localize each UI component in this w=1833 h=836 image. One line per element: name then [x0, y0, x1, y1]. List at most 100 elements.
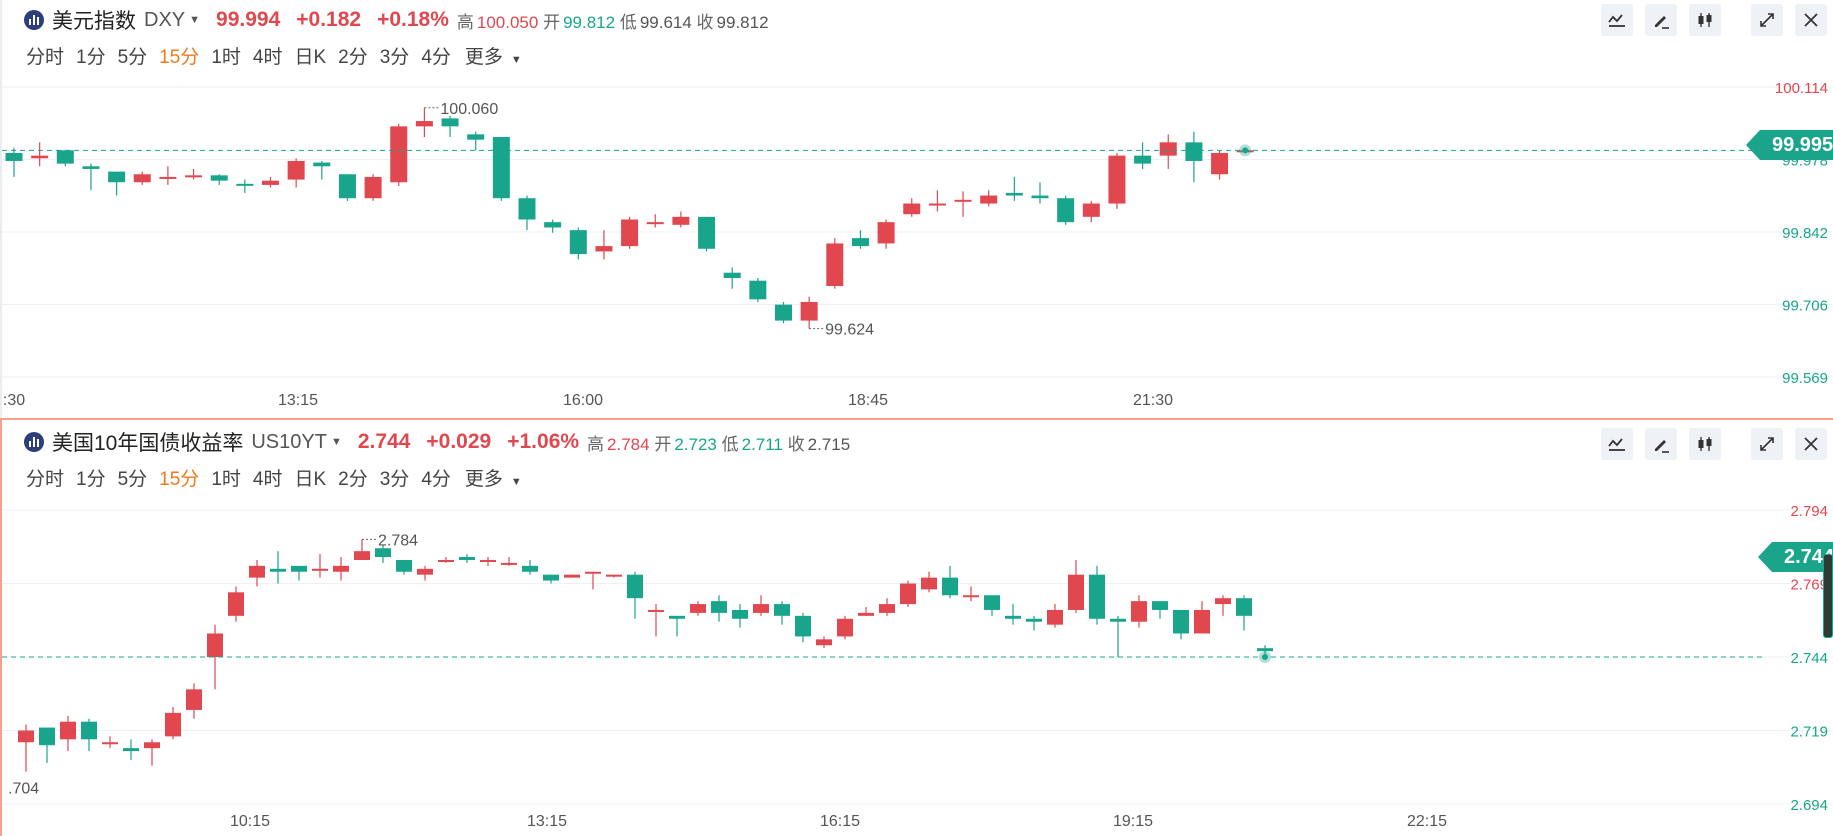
candle-body: [270, 568, 286, 572]
candle-body: [646, 222, 664, 225]
pencil-icon[interactable]: [1645, 428, 1677, 460]
expand-icon[interactable]: [1751, 428, 1783, 460]
candle-body: [627, 574, 643, 599]
candle-body: [1047, 609, 1063, 625]
y-tick-label: 99.706: [1782, 298, 1828, 315]
last-price-tag: 99.995: [1745, 130, 1833, 160]
candle-body: [585, 571, 601, 574]
x-tick-label: 16:00: [563, 392, 603, 409]
tf-4min[interactable]: 4分: [421, 469, 451, 490]
close-icon[interactable]: [1795, 428, 1827, 460]
caret-down-icon[interactable]: ▼: [330, 436, 342, 448]
scroll-handle[interactable]: [1823, 554, 1833, 638]
candle-body: [1173, 609, 1189, 634]
candle-body: [210, 175, 228, 181]
x-tick-label: 21:30: [1133, 392, 1173, 409]
candle-body: [1082, 203, 1100, 217]
tf-2min[interactable]: 2分: [338, 47, 368, 68]
candle-body: [1005, 192, 1023, 196]
ohlc-summary: 高 100.050 开 99.812 低 99.614 收 99.812: [456, 12, 769, 32]
us10y-candlestick-chart[interactable]: 2.794 2.769 2.744 2.719 2.694 10:15 13:15 16:15…: [2, 418, 1833, 836]
candle-body: [963, 595, 979, 598]
tf-1min[interactable]: 1分: [76, 469, 106, 490]
candle-body: [1068, 574, 1084, 610]
candle-body: [108, 171, 126, 183]
candle-body: [1211, 152, 1229, 175]
candle-body: [459, 557, 475, 560]
chart-toolbar: [1601, 4, 1827, 36]
tf-more[interactable]: 更多 ▼: [461, 462, 534, 493]
line-chart-icon[interactable]: [1601, 4, 1633, 36]
tf-timeshare[interactable]: 分时: [26, 469, 65, 490]
candle-body: [569, 230, 587, 255]
candle-body: [18, 730, 34, 743]
tf-15min[interactable]: 15分: [159, 47, 200, 68]
candle-body: [672, 216, 690, 225]
instrument-name: 美国10年国债收益率: [52, 432, 244, 455]
candle-body: [903, 203, 921, 215]
candle-body: [390, 126, 408, 183]
candle-body: [723, 272, 741, 279]
candle-body: [984, 595, 1000, 610]
candle-body: [595, 246, 613, 252]
candle-body: [753, 604, 769, 613]
close-icon[interactable]: [1795, 4, 1827, 36]
tf-5min[interactable]: 5分: [117, 469, 148, 490]
symbol-selector[interactable]: US10YT: [251, 430, 327, 453]
candle-body: [1159, 142, 1177, 156]
candle-body: [133, 174, 151, 183]
x-tick-label: 13:15: [527, 813, 567, 830]
tf-3min[interactable]: 3分: [379, 47, 410, 68]
candle-body: [262, 180, 279, 185]
candlestick-icon[interactable]: [1689, 4, 1721, 36]
low-value: 99.614: [639, 12, 692, 32]
candle-body: [564, 574, 580, 578]
last-price: 2.744: [357, 430, 411, 453]
price-change-pct: +1.06%: [507, 430, 580, 453]
candle-body: [249, 565, 265, 578]
candle-body: [291, 565, 307, 572]
tf-more[interactable]: 更多 ▼: [461, 40, 534, 71]
bar-chart-logo-icon: [24, 432, 44, 452]
candle-body: [165, 712, 181, 737]
tf-daily[interactable]: 日K: [294, 47, 327, 68]
tf-timeshare[interactable]: 分时: [26, 47, 65, 68]
tf-1min[interactable]: 1分: [76, 47, 106, 68]
tf-4min[interactable]: 4分: [421, 47, 451, 68]
tf-daily[interactable]: 日K: [294, 469, 327, 490]
candle-body: [669, 615, 685, 619]
candle-body: [287, 160, 305, 180]
candle-body: [954, 199, 972, 202]
caret-down-icon[interactable]: ▼: [189, 14, 201, 26]
candle-body: [417, 568, 433, 575]
pencil-icon[interactable]: [1645, 4, 1677, 36]
y-tick-label: 2.719: [1790, 724, 1828, 741]
candle-body: [415, 121, 433, 127]
close-value: 2.715: [807, 434, 851, 454]
candle-body: [690, 604, 706, 613]
max-label: 2.784: [378, 532, 418, 549]
candle-body: [207, 633, 223, 657]
candlestick-icon[interactable]: [1689, 428, 1721, 460]
tf-15min[interactable]: 15分: [159, 469, 200, 490]
tf-4h[interactable]: 4时: [252, 47, 283, 68]
quote-header: 美元指数 DXY ▼ 99.994 +0.182 +0.18% 高 100.050…: [24, 6, 769, 34]
candle-body: [39, 727, 55, 746]
tf-2min[interactable]: 2分: [338, 469, 368, 490]
y-tick-label: 2.744: [1790, 650, 1828, 667]
last-price: 99.994: [216, 8, 281, 31]
candle-body: [879, 604, 895, 613]
tf-1h[interactable]: 1时: [211, 469, 241, 490]
tf-5min[interactable]: 5分: [117, 47, 148, 68]
tf-3min[interactable]: 3分: [379, 469, 410, 490]
candle-body: [82, 166, 100, 169]
tf-4h[interactable]: 4时: [252, 469, 283, 490]
candle-body: [1057, 198, 1075, 223]
tf-1h[interactable]: 1时: [211, 47, 241, 68]
candle-body: [544, 222, 562, 228]
expand-icon[interactable]: [1751, 4, 1783, 36]
symbol-selector[interactable]: DXY: [144, 8, 186, 31]
high-value: 2.784: [607, 434, 650, 454]
line-chart-icon[interactable]: [1601, 428, 1633, 460]
